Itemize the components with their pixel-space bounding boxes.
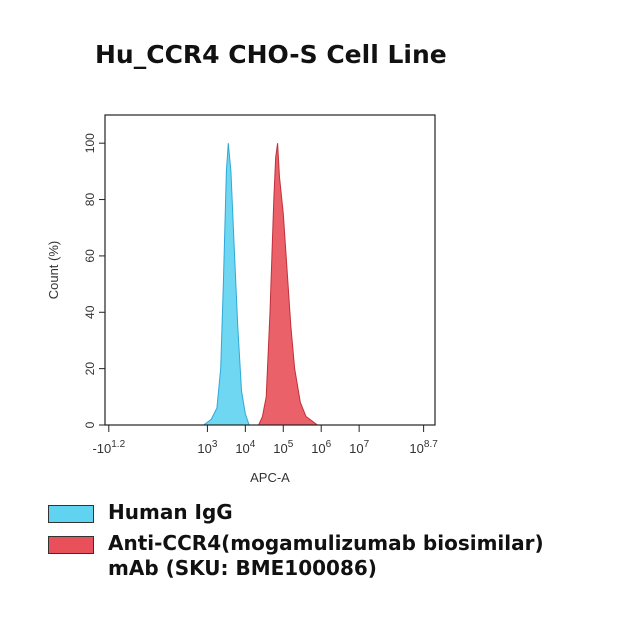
x-tick-base: 10 <box>349 441 363 456</box>
y-tick-label: 0 <box>83 421 97 428</box>
legend-label: Anti-CCR4(mogamulizumab biosimilar) mAb … <box>108 531 544 580</box>
histogram-area <box>202 143 250 426</box>
x-tick-exponent: 6 <box>326 439 332 450</box>
x-tick-base: 10 <box>409 441 423 456</box>
x-tick-label: -101.2 <box>92 439 125 456</box>
x-tick-label: 106 <box>311 439 331 456</box>
histogram-area <box>257 143 319 426</box>
legend-item: Anti-CCR4(mogamulizumab biosimilar) mAb … <box>48 531 608 581</box>
x-tick-label: 105 <box>273 439 293 456</box>
y-tick-label: 80 <box>83 193 97 207</box>
x-tick-base: 10 <box>235 441 249 456</box>
y-tick-label: 20 <box>83 362 97 376</box>
x-tick-base: 10 <box>273 441 287 456</box>
x-tick-exponent: 4 <box>250 439 256 450</box>
y-tick-label: 60 <box>83 249 97 263</box>
x-axis-label: APC-A <box>250 470 290 485</box>
x-tick-base: 10 <box>311 441 325 456</box>
legend-swatch <box>48 505 94 523</box>
chart-title: Hu_CCR4 CHO-S Cell Line <box>95 40 447 69</box>
x-tick-label: 107 <box>349 439 369 456</box>
legend: Human IgG Anti-CCR4(mogamulizumab biosimi… <box>48 500 608 587</box>
x-tick-label: 108.7 <box>409 439 438 456</box>
x-tick-exponent: 8.7 <box>424 439 438 450</box>
legend-item: Human IgG <box>48 500 608 525</box>
y-tick-label: 40 <box>83 305 97 319</box>
y-tick-label: 100 <box>83 133 97 153</box>
plot-frame <box>104 114 436 426</box>
y-axis-label: Count (%) <box>46 241 61 300</box>
legend-swatch <box>48 536 94 554</box>
chart: Hu_CCR4 CHO-S Cell Line APC-A Count (%) … <box>46 40 447 485</box>
legend-label: Human IgG <box>108 500 233 524</box>
x-tick-base: -10 <box>92 441 111 456</box>
x-tick-exponent: 1.2 <box>111 439 125 450</box>
x-tick-exponent: 3 <box>212 439 218 450</box>
x-tick-base: 10 <box>197 441 211 456</box>
x-tick-exponent: 5 <box>288 439 294 450</box>
x-tick-label: 103 <box>197 439 217 456</box>
x-tick-label: 104 <box>235 439 255 456</box>
x-tick-exponent: 7 <box>364 439 370 450</box>
